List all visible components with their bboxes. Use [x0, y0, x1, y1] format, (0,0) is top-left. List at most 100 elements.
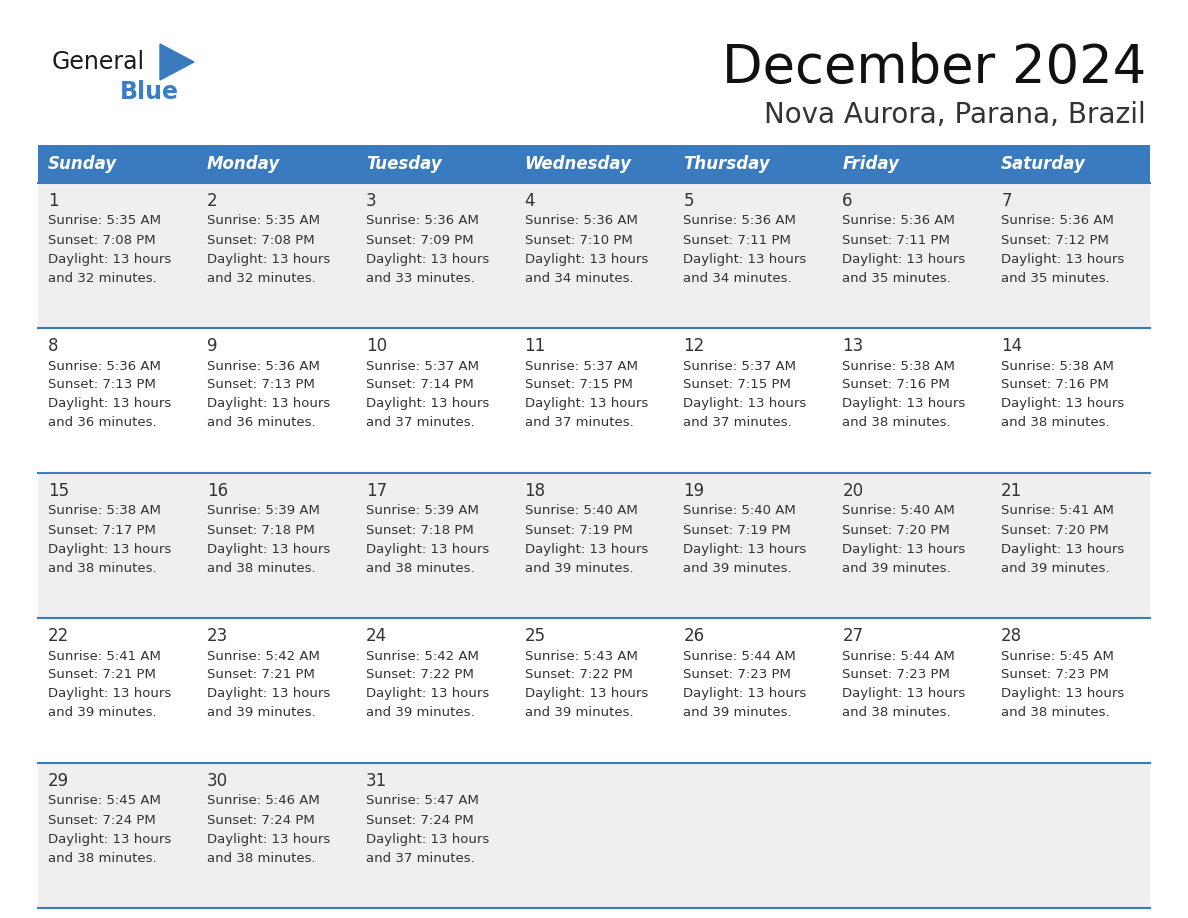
- Text: and 39 minutes.: and 39 minutes.: [525, 707, 633, 720]
- Bar: [991, 183, 1150, 328]
- Text: 31: 31: [366, 772, 387, 790]
- Text: 2: 2: [207, 192, 217, 210]
- Text: 28: 28: [1001, 627, 1022, 645]
- Text: Sunday: Sunday: [48, 155, 118, 173]
- Text: Sunset: 7:23 PM: Sunset: 7:23 PM: [683, 668, 791, 681]
- Text: Sunset: 7:11 PM: Sunset: 7:11 PM: [683, 233, 791, 247]
- Text: Sunrise: 5:41 AM: Sunrise: 5:41 AM: [48, 650, 160, 663]
- Text: Daylight: 13 hours: Daylight: 13 hours: [207, 252, 330, 265]
- Polygon shape: [160, 44, 194, 80]
- Text: Sunrise: 5:42 AM: Sunrise: 5:42 AM: [207, 650, 320, 663]
- Text: Sunrise: 5:45 AM: Sunrise: 5:45 AM: [48, 794, 160, 808]
- Text: and 38 minutes.: and 38 minutes.: [842, 417, 950, 430]
- Text: Sunset: 7:20 PM: Sunset: 7:20 PM: [842, 523, 950, 536]
- Text: Sunrise: 5:40 AM: Sunrise: 5:40 AM: [683, 505, 796, 518]
- Text: Sunset: 7:17 PM: Sunset: 7:17 PM: [48, 523, 156, 536]
- Bar: [38, 763, 197, 908]
- Bar: [197, 145, 355, 183]
- Text: 15: 15: [48, 482, 69, 500]
- Text: Daylight: 13 hours: Daylight: 13 hours: [48, 833, 171, 845]
- Bar: [514, 763, 674, 908]
- Text: Sunset: 7:16 PM: Sunset: 7:16 PM: [842, 378, 950, 391]
- Text: Daylight: 13 hours: Daylight: 13 hours: [207, 543, 330, 555]
- Text: 29: 29: [48, 772, 69, 790]
- Text: Daylight: 13 hours: Daylight: 13 hours: [683, 543, 807, 555]
- Text: Daylight: 13 hours: Daylight: 13 hours: [683, 688, 807, 700]
- Text: Nova Aurora, Parana, Brazil: Nova Aurora, Parana, Brazil: [764, 101, 1146, 129]
- Text: Sunrise: 5:46 AM: Sunrise: 5:46 AM: [207, 794, 320, 808]
- Text: and 38 minutes.: and 38 minutes.: [366, 562, 474, 575]
- Text: Sunset: 7:11 PM: Sunset: 7:11 PM: [842, 233, 950, 247]
- Text: 11: 11: [525, 337, 545, 355]
- Text: and 39 minutes.: and 39 minutes.: [207, 707, 316, 720]
- Bar: [514, 618, 674, 763]
- Text: 25: 25: [525, 627, 545, 645]
- Text: Sunset: 7:21 PM: Sunset: 7:21 PM: [48, 668, 156, 681]
- Text: Sunset: 7:10 PM: Sunset: 7:10 PM: [525, 233, 632, 247]
- Text: and 39 minutes.: and 39 minutes.: [683, 562, 792, 575]
- Text: Daylight: 13 hours: Daylight: 13 hours: [525, 252, 647, 265]
- Text: Sunrise: 5:44 AM: Sunrise: 5:44 AM: [842, 650, 955, 663]
- Text: 9: 9: [207, 337, 217, 355]
- Bar: [514, 145, 674, 183]
- Text: and 32 minutes.: and 32 minutes.: [207, 272, 316, 285]
- Text: and 37 minutes.: and 37 minutes.: [683, 417, 792, 430]
- Text: Sunset: 7:19 PM: Sunset: 7:19 PM: [683, 523, 791, 536]
- Bar: [991, 328, 1150, 473]
- Text: and 38 minutes.: and 38 minutes.: [48, 562, 157, 575]
- Text: and 37 minutes.: and 37 minutes.: [525, 417, 633, 430]
- Bar: [833, 328, 991, 473]
- Text: Sunrise: 5:36 AM: Sunrise: 5:36 AM: [366, 215, 479, 228]
- Bar: [38, 328, 197, 473]
- Text: and 39 minutes.: and 39 minutes.: [1001, 562, 1110, 575]
- Text: Sunset: 7:13 PM: Sunset: 7:13 PM: [207, 378, 315, 391]
- Text: and 38 minutes.: and 38 minutes.: [207, 852, 316, 865]
- Text: Daylight: 13 hours: Daylight: 13 hours: [366, 543, 489, 555]
- Text: and 35 minutes.: and 35 minutes.: [1001, 272, 1110, 285]
- Text: Sunrise: 5:35 AM: Sunrise: 5:35 AM: [207, 215, 320, 228]
- Bar: [674, 145, 833, 183]
- Bar: [833, 618, 991, 763]
- Text: Daylight: 13 hours: Daylight: 13 hours: [207, 688, 330, 700]
- Bar: [355, 618, 514, 763]
- Text: Sunset: 7:22 PM: Sunset: 7:22 PM: [525, 668, 632, 681]
- Text: Daylight: 13 hours: Daylight: 13 hours: [366, 833, 489, 845]
- Text: Thursday: Thursday: [683, 155, 770, 173]
- Bar: [38, 618, 197, 763]
- Text: 7: 7: [1001, 192, 1012, 210]
- Text: 5: 5: [683, 192, 694, 210]
- Text: 14: 14: [1001, 337, 1022, 355]
- Text: and 38 minutes.: and 38 minutes.: [842, 707, 950, 720]
- Text: and 39 minutes.: and 39 minutes.: [842, 562, 950, 575]
- Text: Daylight: 13 hours: Daylight: 13 hours: [1001, 688, 1124, 700]
- Text: Sunset: 7:19 PM: Sunset: 7:19 PM: [525, 523, 632, 536]
- Text: 30: 30: [207, 772, 228, 790]
- Bar: [355, 763, 514, 908]
- Text: Sunset: 7:24 PM: Sunset: 7:24 PM: [48, 813, 156, 826]
- Text: Sunset: 7:20 PM: Sunset: 7:20 PM: [1001, 523, 1108, 536]
- Text: and 39 minutes.: and 39 minutes.: [48, 707, 157, 720]
- Text: and 34 minutes.: and 34 minutes.: [683, 272, 792, 285]
- Text: Sunrise: 5:37 AM: Sunrise: 5:37 AM: [683, 360, 796, 373]
- Text: Daylight: 13 hours: Daylight: 13 hours: [525, 688, 647, 700]
- Bar: [197, 618, 355, 763]
- Text: Sunset: 7:24 PM: Sunset: 7:24 PM: [366, 813, 474, 826]
- Text: 8: 8: [48, 337, 58, 355]
- Text: Sunrise: 5:36 AM: Sunrise: 5:36 AM: [1001, 215, 1114, 228]
- Text: Daylight: 13 hours: Daylight: 13 hours: [683, 397, 807, 410]
- Text: Daylight: 13 hours: Daylight: 13 hours: [525, 543, 647, 555]
- Text: and 38 minutes.: and 38 minutes.: [207, 562, 316, 575]
- Text: and 36 minutes.: and 36 minutes.: [48, 417, 157, 430]
- Text: 17: 17: [366, 482, 387, 500]
- Text: Daylight: 13 hours: Daylight: 13 hours: [842, 688, 966, 700]
- Text: 16: 16: [207, 482, 228, 500]
- Bar: [355, 145, 514, 183]
- Text: Daylight: 13 hours: Daylight: 13 hours: [48, 543, 171, 555]
- Bar: [991, 145, 1150, 183]
- Text: Sunset: 7:14 PM: Sunset: 7:14 PM: [366, 378, 474, 391]
- Text: Sunset: 7:22 PM: Sunset: 7:22 PM: [366, 668, 474, 681]
- Text: and 33 minutes.: and 33 minutes.: [366, 272, 474, 285]
- Text: 20: 20: [842, 482, 864, 500]
- Text: 26: 26: [683, 627, 704, 645]
- Bar: [197, 473, 355, 618]
